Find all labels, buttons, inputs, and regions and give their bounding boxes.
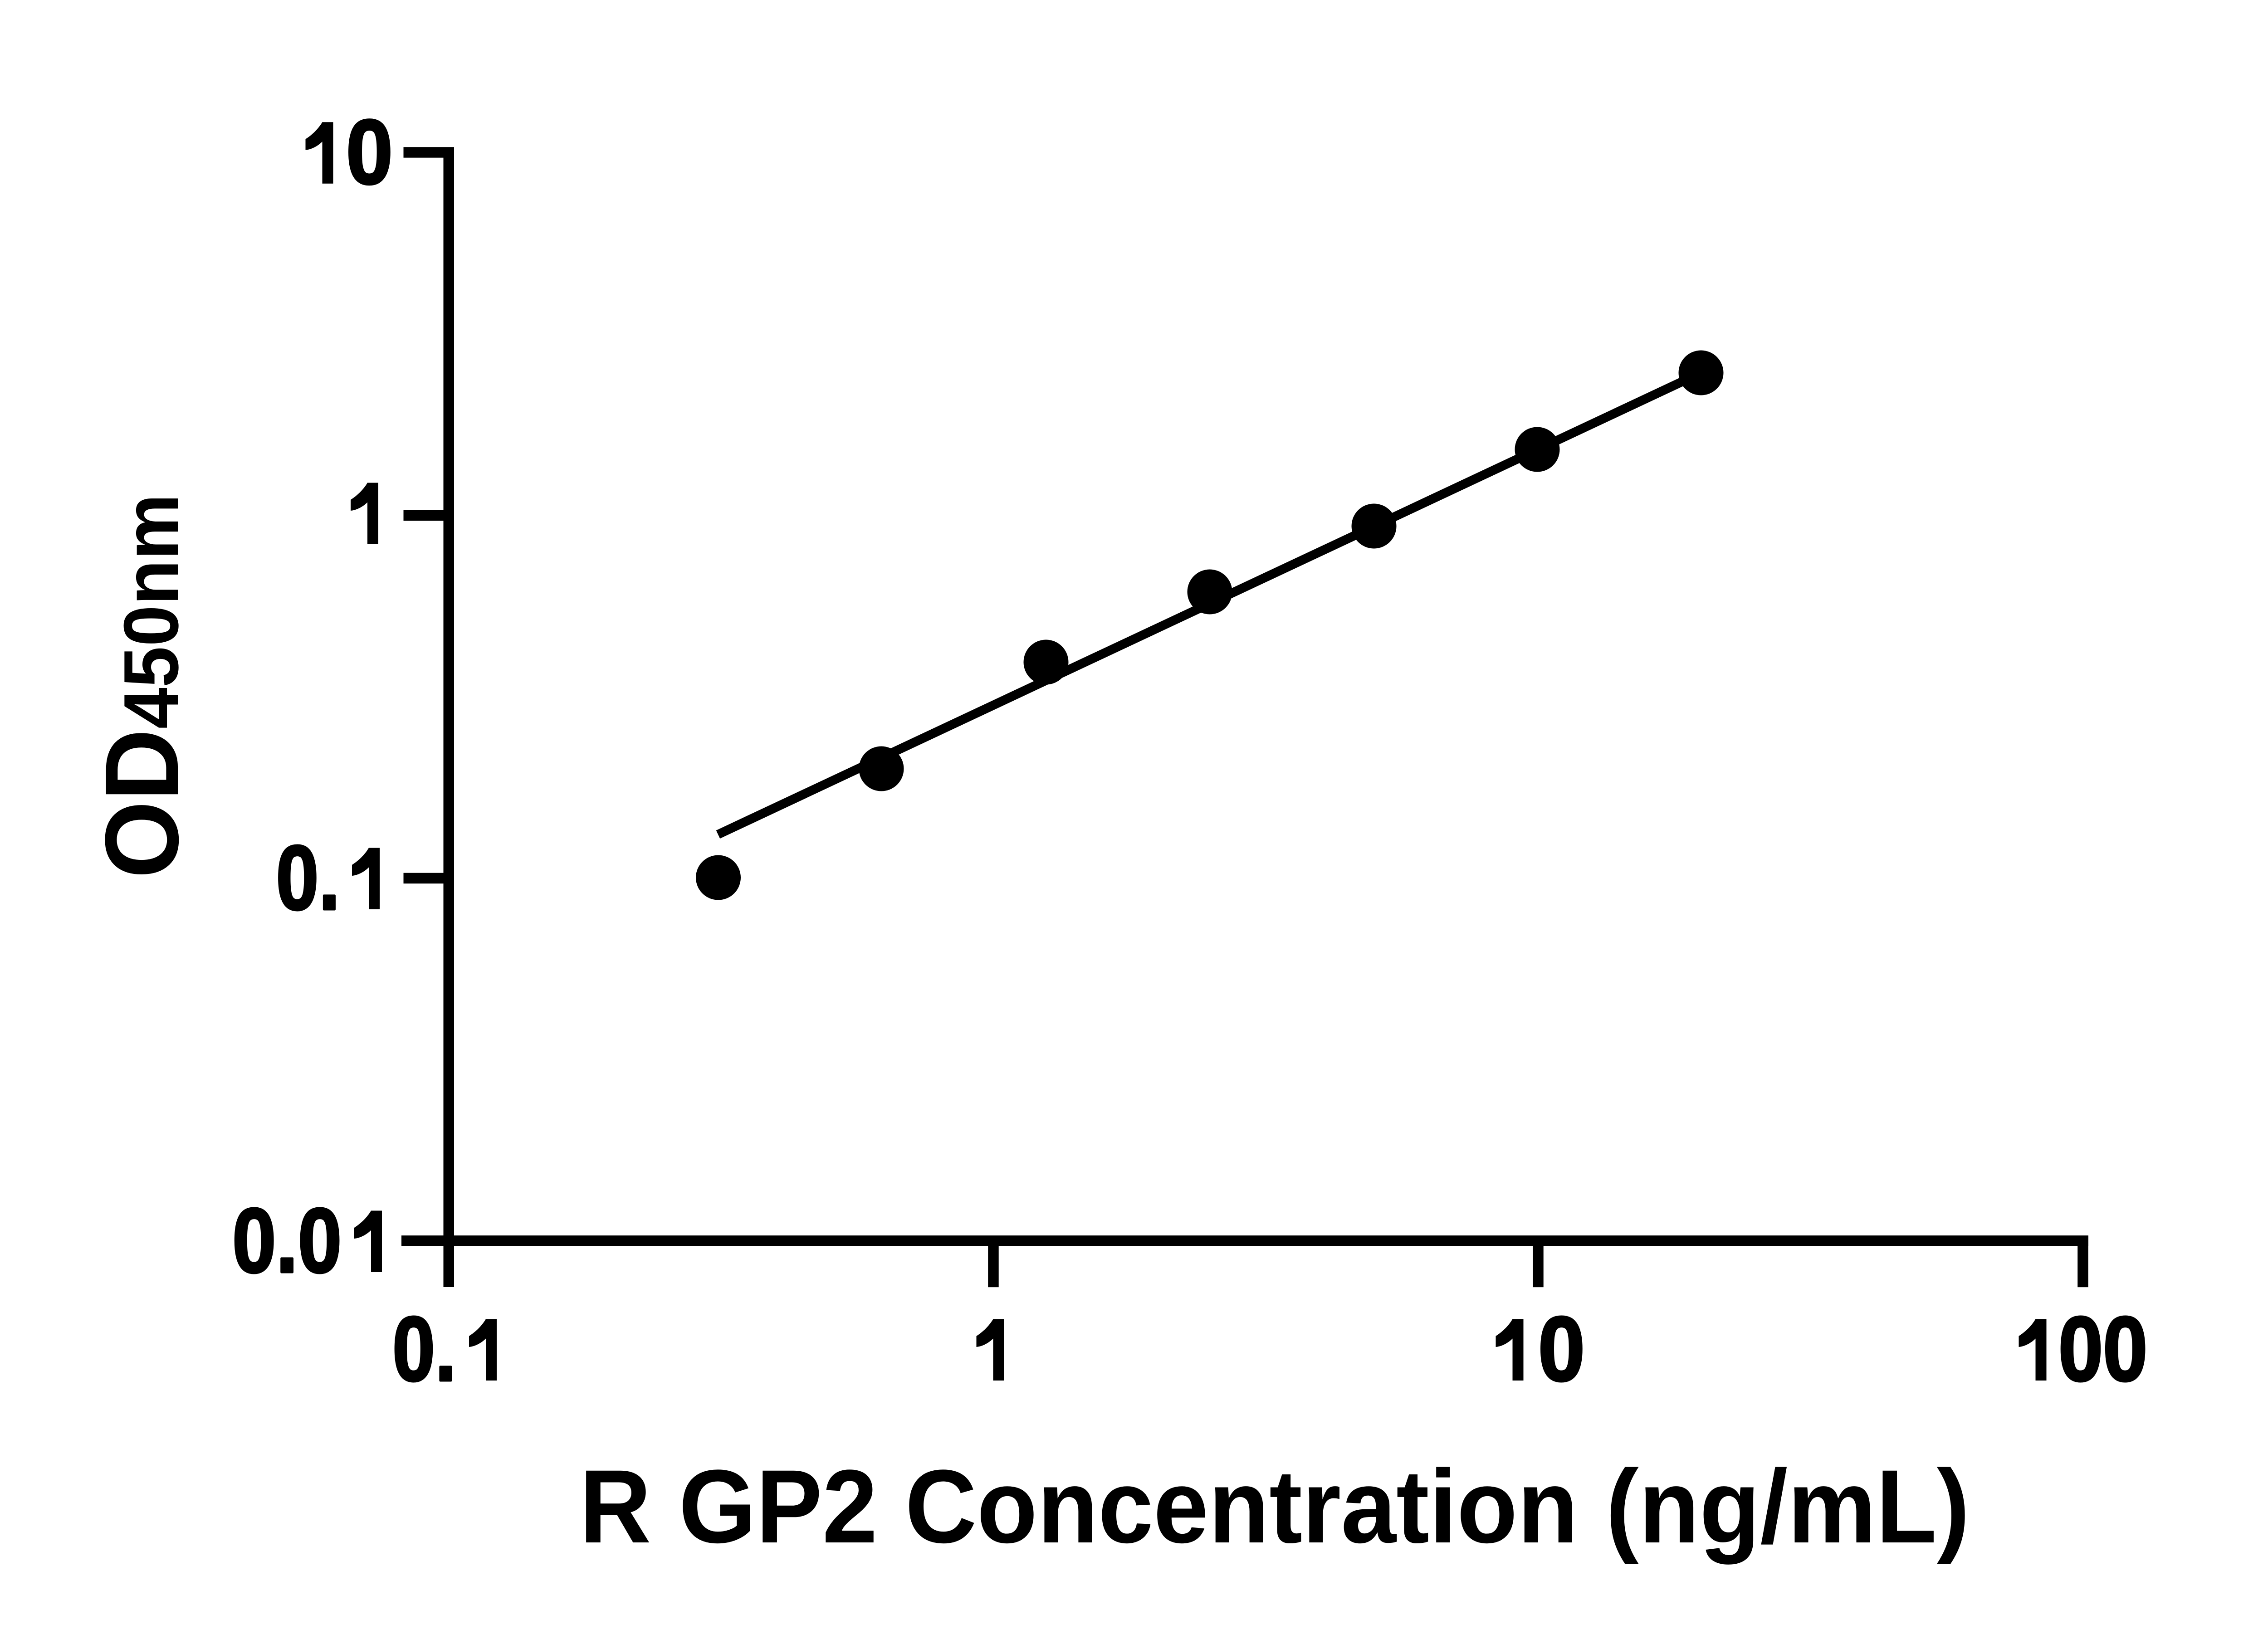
svg-text:R GP2 Concentration (ng/mL): R GP2 Concentration (ng/mL) bbox=[580, 1448, 1970, 1565]
